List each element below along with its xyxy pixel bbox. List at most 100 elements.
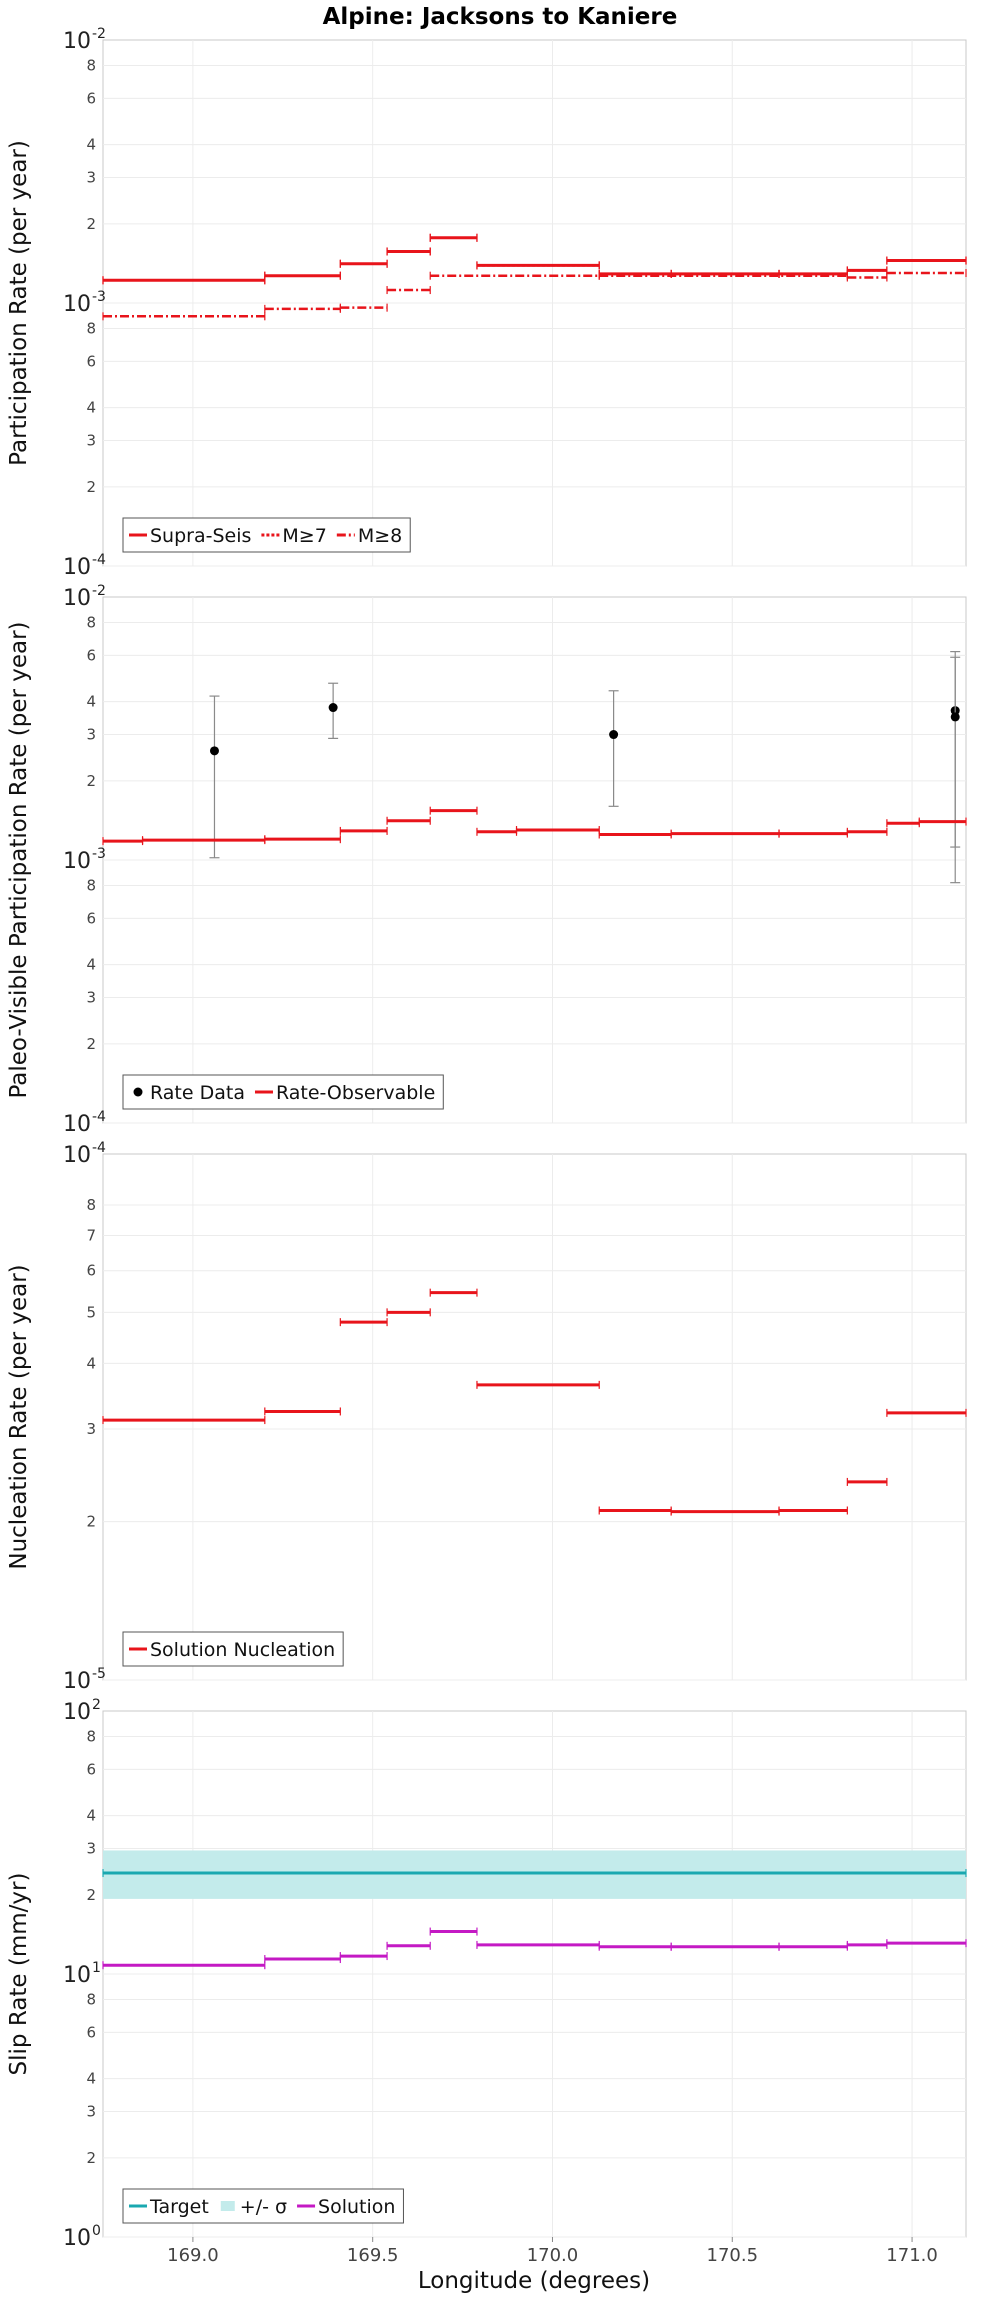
y-decade-base: 10 [63, 1700, 91, 1725]
y-tick-label: 4 [86, 136, 96, 154]
y-tick-label: 6 [86, 352, 96, 370]
y-tick-label: 5 [86, 1303, 96, 1321]
y-decade-base: 10 [63, 849, 91, 874]
y-tick-label: 2 [86, 215, 96, 233]
y-tick-label: 3 [86, 989, 96, 1007]
legend-frame [122, 2188, 404, 2224]
y-decade-label: 10 [63, 1700, 91, 1725]
y-decade-label: 10 [63, 1963, 91, 1988]
y-tick-label: 8 [86, 56, 96, 74]
y-decade-base: 10 [63, 555, 91, 580]
y-tick-label: 4 [86, 956, 96, 974]
rate-data-point [950, 712, 960, 722]
x-tick-label: 169.0 [167, 2245, 219, 2266]
legend-label: Rate-Observable [276, 1082, 435, 1104]
y-axis-label: Slip Rate (mm/yr) [6, 1873, 32, 2076]
y-tick-label: 2 [86, 1513, 96, 1531]
x-axis-label: Longitude (degrees) [418, 2268, 650, 2294]
y-tick-label: 2 [86, 1886, 96, 1904]
y-decade-base: 10 [63, 1963, 91, 1988]
y-decade-exponent: -3 [92, 846, 106, 862]
legend-swatch-band [220, 2201, 235, 2211]
y-axis-label: Paleo-Visible Participation Rate (per ye… [6, 621, 32, 1098]
y-tick-label: 3 [86, 169, 96, 187]
y-axis-label: Nucleation Rate (per year) [6, 1264, 32, 1569]
y-tick-label: 4 [86, 399, 96, 417]
y-decade-exponent: 0 [92, 2223, 101, 2239]
y-tick-label: 2 [86, 1035, 96, 1053]
y-decade-label: 10 [63, 1143, 91, 1168]
x-tick-label: 170.5 [707, 2245, 759, 2266]
y-tick-label: 4 [86, 693, 96, 711]
y-tick-label: 4 [86, 1807, 96, 1825]
legend-label: M≥8 [358, 525, 402, 547]
legend-label: Target [149, 2196, 209, 2218]
legend-label: Supra-Seis [150, 525, 251, 547]
y-tick-label: 3 [86, 2103, 96, 2121]
y-decade-label: 10 [63, 1669, 91, 1694]
y-tick-label: 2 [86, 478, 96, 496]
x-tick-label: 170.0 [527, 2245, 579, 2266]
y-tick-label: 8 [86, 876, 96, 894]
y-decade-base: 10 [63, 292, 91, 317]
y-tick-label: 6 [86, 89, 96, 107]
y-decade-base: 10 [63, 29, 91, 54]
y-decade-exponent: -4 [92, 1140, 106, 1156]
y-tick-label: 2 [86, 2149, 96, 2167]
legend-label: M≥7 [282, 525, 326, 547]
x-tick-label: 169.5 [347, 2245, 399, 2266]
legend-frame [122, 1074, 444, 1110]
y-decade-exponent: -2 [92, 26, 106, 42]
legend: Solution Nucleation [122, 1631, 344, 1667]
legend-frame [122, 1631, 344, 1667]
legend: Rate Data Rate-Observable [122, 1074, 444, 1110]
y-tick-label: 3 [86, 432, 96, 450]
y-tick-label: 3 [86, 726, 96, 744]
y-tick-label: 6 [86, 1760, 96, 1778]
legend: Supra-Seis M≥7 M≥8 [122, 517, 411, 553]
y-decade-exponent: -3 [92, 289, 106, 305]
y-decade-label: 10 [63, 586, 91, 611]
legend-swatch-point [133, 1087, 143, 1097]
legend-label: Solution [318, 2196, 395, 2218]
y-tick-label: 4 [86, 2070, 96, 2088]
y-decade-base: 10 [63, 586, 91, 611]
y-decade-label: 10 [63, 29, 91, 54]
y-axis-label: Participation Rate (per year) [6, 140, 32, 466]
y-tick-label: 3 [86, 1840, 96, 1858]
rate-data-point [609, 730, 619, 740]
y-tick-label: 8 [86, 1990, 96, 2008]
y-tick-label: 8 [86, 613, 96, 631]
y-decade-exponent: -4 [92, 552, 106, 568]
y-decade-base: 10 [63, 1112, 91, 1137]
figure-title: Alpine: Jacksons to Kaniere [323, 4, 678, 30]
y-decade-label: 10 [63, 1112, 91, 1137]
x-tick-label: 171.0 [886, 2245, 938, 2266]
legend-label: +/- σ [240, 2196, 287, 2218]
sigma-band [103, 1850, 966, 1899]
y-tick-label: 3 [86, 1420, 96, 1438]
y-decade-label: 10 [63, 292, 91, 317]
y-tick-label: 6 [86, 2023, 96, 2041]
y-decade-exponent: 1 [92, 1960, 101, 1976]
y-tick-label: 2 [86, 772, 96, 790]
legend-label: Solution Nucleation [150, 1639, 335, 1661]
y-decade-exponent: -5 [92, 1666, 106, 1682]
y-tick-label: 7 [86, 1226, 96, 1244]
y-tick-label: 8 [86, 1196, 96, 1214]
y-decade-exponent: -2 [92, 583, 106, 599]
y-tick-label: 6 [86, 646, 96, 664]
y-decade-label: 10 [63, 2226, 91, 2251]
rate-data-point [209, 746, 219, 756]
y-tick-label: 8 [86, 1727, 96, 1745]
y-decade-label: 10 [63, 849, 91, 874]
legend: Target +/- σ Solution [122, 2188, 404, 2224]
y-decade-base: 10 [63, 2226, 91, 2251]
y-decade-label: 10 [63, 555, 91, 580]
rate-data-point [328, 703, 338, 713]
